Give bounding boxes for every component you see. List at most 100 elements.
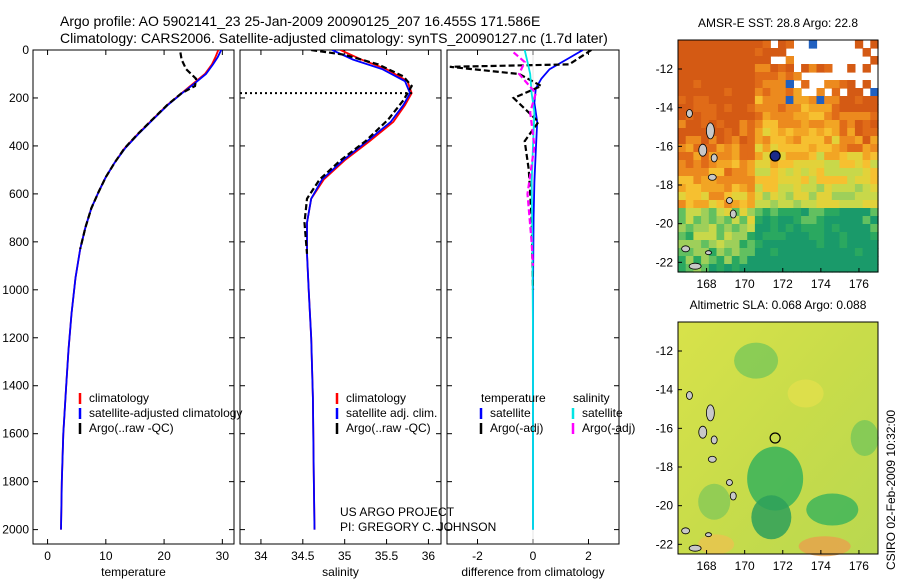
heatmap-cell [854,136,864,145]
heatmap-cell [862,256,871,265]
heatmap-cell [754,216,764,225]
heatmap-cell [693,136,702,145]
heatmap-cell [816,232,825,241]
heatmap-cell [716,96,725,105]
heatmap-cell [785,168,794,177]
heatmap-cell [839,152,848,161]
series-line-3 [79,52,198,250]
heatmap-cell [708,136,718,145]
heatmap-cell [739,136,748,145]
heatmap-cell [801,256,810,265]
series-line-1 [306,50,413,530]
heatmap-cell [693,128,702,137]
heatmap-cell [747,184,756,193]
heatmap-cell [716,248,725,257]
y-tick-label: 400 [9,139,29,153]
y-tick-label: 0 [22,43,29,57]
heatmap-cell [678,224,687,233]
heatmap-cell [754,48,764,57]
x-tick-label: 10 [99,549,113,563]
heatmap-cell [801,248,810,257]
heatmap-cell [785,200,794,209]
heatmap-cell [808,160,818,169]
y-tick-label: 1200 [2,331,29,345]
legend-label: climatology [346,391,406,405]
heatmap-cell [678,72,687,81]
heatmap-cell [739,64,748,73]
heatmap-cell [870,192,879,201]
heatmap-cell [816,160,825,169]
heatmap-cell [839,96,848,105]
heatmap-cell [839,136,848,145]
heatmap-cell [862,208,871,217]
heatmap-cell [839,176,848,185]
heatmap-cell [870,128,879,137]
heatmap-cell [793,264,802,273]
heatmap-cell [770,88,779,97]
heatmap-cell [693,216,702,225]
y-tick-label: -18 [656,460,674,474]
heatmap-cell [762,248,771,257]
map-frame [677,39,879,273]
heatmap-cell [716,64,725,73]
heatmap-cell [778,128,787,137]
heatmap-cell [731,136,741,145]
heatmap-cell [701,216,710,225]
heatmap-cell [824,104,833,113]
heatmap-cell [816,88,825,97]
island-outline [686,109,693,118]
heatmap-cell [678,168,687,177]
heatmap-cell [731,192,741,201]
heatmap-cell [824,64,833,73]
x-tick-label: 20 [157,549,171,563]
heatmap-cell [831,144,841,153]
heatmap-cell [747,88,756,97]
heatmap-cell [824,208,833,217]
x-tick-label: 170 [735,559,755,573]
heatmap-cell [701,224,710,233]
heatmap-cell [824,216,833,225]
heatmap-cell [747,40,756,49]
heatmap-cell [693,120,702,129]
heatmap-cell [754,160,764,169]
heatmap-cell [724,56,733,65]
heatmap-cell [724,96,733,105]
heatmap-cell [785,128,794,137]
sla-blob [798,536,851,557]
heatmap-cell [731,88,741,97]
heatmap-cell [747,64,756,73]
heatmap-cell [770,216,779,225]
heatmap-cell [685,96,694,105]
heatmap-cell [754,64,764,73]
heatmap-cell [754,40,764,49]
heatmap-cell [847,168,856,177]
heatmap-cell [824,168,833,177]
heatmap-cell [847,120,856,129]
heatmap-cell [816,184,825,193]
heatmap-cell [778,104,787,113]
heatmap-cell [778,232,787,241]
heatmap-cell [870,88,879,97]
heatmap-cell [808,96,818,105]
heatmap-cell [731,72,741,81]
heatmap-cell [685,120,694,129]
heatmap-cell [785,216,794,225]
heatmap-cell [778,240,787,249]
heatmap-cell [693,240,702,249]
heatmap-cell [862,192,871,201]
heatmap-cell [778,216,787,225]
heatmap-cell [862,168,871,177]
heatmap-cell [793,200,802,209]
heatmap-cell [747,120,756,129]
island-outline [686,391,693,400]
heatmap-cell [762,216,771,225]
y-tick-label: 1400 [2,379,29,393]
heatmap-cell [762,96,771,105]
heatmap-cell [831,136,841,145]
heatmap-cell [693,48,702,57]
heatmap-cell [847,192,856,201]
heatmap-cell [824,232,833,241]
heatmap-cell [762,240,771,249]
heatmap-cell [778,264,787,273]
